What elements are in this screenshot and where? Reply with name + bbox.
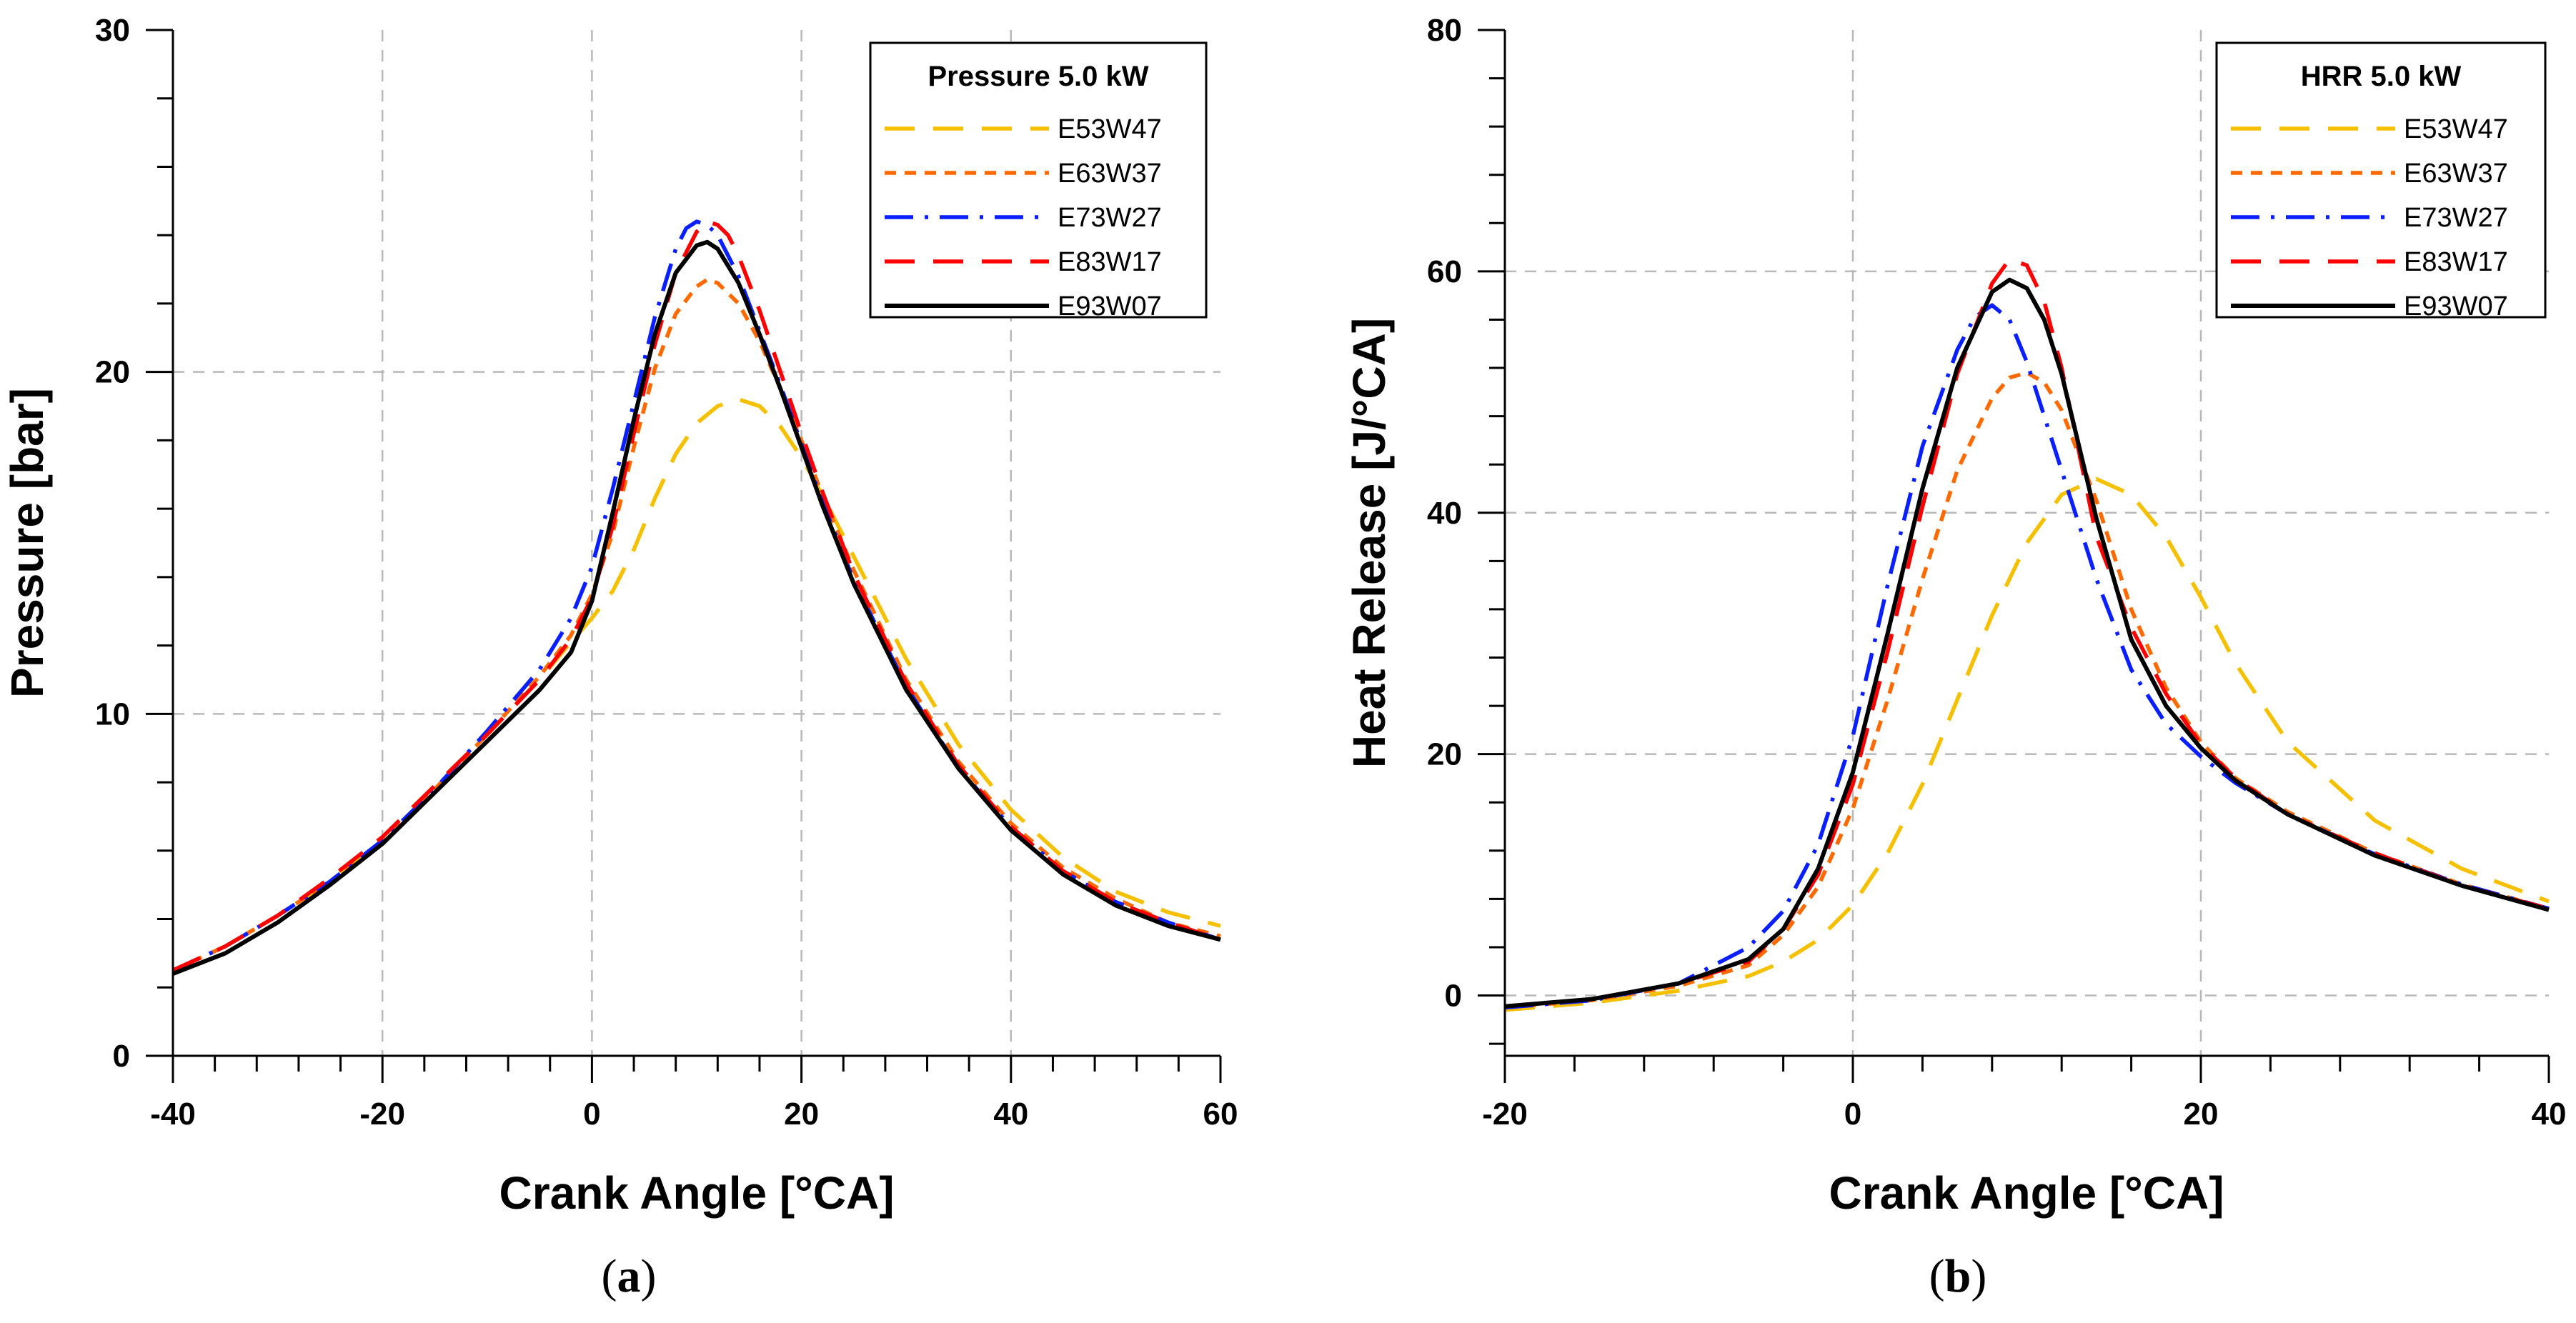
series-line-e93w07 (171, 239, 1221, 976)
panel-label-open-paren: ( (602, 1250, 617, 1302)
y-tick-label: 20 (95, 355, 130, 390)
panel-label-letter: b (1945, 1250, 1971, 1302)
legend: Pressure 5.0 kW E53W47 E63W37 E73W27 E83W17 E… (869, 41, 1208, 321)
series-line-e73w27 (1504, 303, 2550, 1010)
y-tick-label: 20 (1427, 737, 1462, 772)
legend: HRR 5.0 kW E53W47 E63W37 E73W27 E83W17 E93W07 (2215, 41, 2547, 321)
y-axis-label: Pressure [bar] (1, 388, 53, 698)
series-line-e83w17 (171, 219, 1221, 972)
legend-label: E73W27 (2404, 203, 2508, 233)
x-tick-label: -40 (150, 1097, 196, 1132)
panel-label-letter: a (617, 1250, 641, 1302)
chart-a-pressure: -40 -20 0 20 40 60 0 10 20 30 Crank Angle [°CA] Pre… (1, 13, 1238, 1302)
y-tick-label: 10 (95, 697, 130, 732)
legend-title: Pressure 5.0 kW (928, 61, 1148, 92)
x-axis-label: Crank Angle [°CA] (499, 1167, 894, 1219)
panel-label: (a) (602, 1250, 657, 1302)
x-tick-label: 0 (1844, 1097, 1861, 1132)
legend-label: E63W37 (1058, 159, 1162, 189)
series-line-e63w37 (171, 277, 1221, 972)
x-tick-label: -20 (359, 1097, 405, 1132)
legend-label: E93W07 (2404, 291, 2508, 321)
panel-label-open-paren: ( (1929, 1250, 1945, 1302)
x-tick-label: 60 (1203, 1097, 1238, 1132)
legend-label: E83W17 (2404, 247, 2508, 277)
chart-b-heat-release: -20 0 20 40 0 20 40 60 80 Crank Angle [°CA] Heat R… (1343, 13, 2566, 1302)
legend-box (2215, 41, 2547, 319)
legend-label: E93W07 (1058, 291, 1162, 321)
series-line-e83w17 (1504, 257, 2550, 1009)
legend-label: E53W47 (1058, 114, 1162, 144)
series-line-e93w07 (1504, 277, 2550, 1009)
x-tick-label: -20 (1482, 1097, 1528, 1132)
x-tick-label: 40 (993, 1097, 1028, 1132)
x-axis-label: Crank Angle [°CA] (1829, 1167, 2224, 1219)
series-line-e63w37 (1504, 371, 2550, 1010)
y-tick-label: 80 (1427, 13, 1462, 48)
panel-label-close-paren: ) (641, 1250, 657, 1302)
y-tick-label: 0 (113, 1039, 130, 1074)
legend-label: E83W17 (1058, 247, 1162, 277)
y-tick-label: 30 (95, 13, 130, 48)
legend-label: E63W37 (2404, 159, 2508, 189)
panel-label: (b) (1929, 1250, 1987, 1302)
series-line-e73w27 (171, 219, 1221, 972)
y-axis-label: Heat Release [J/°CA] (1343, 318, 1395, 768)
series-line-e53w47 (1504, 476, 2550, 1012)
y-tick-label: 0 (1445, 979, 1462, 1014)
legend-box (869, 41, 1208, 319)
legend-label: E53W47 (2404, 114, 2508, 144)
x-tick-label: 20 (2184, 1097, 2219, 1132)
y-tick-label: 40 (1427, 496, 1462, 531)
legend-title: HRR 5.0 kW (2301, 61, 2462, 92)
x-tick-label: 0 (583, 1097, 600, 1132)
x-tick-label: 40 (2532, 1097, 2567, 1132)
legend-label: E73W27 (1058, 203, 1162, 233)
y-tick-label: 60 (1427, 254, 1462, 289)
x-tick-label: 20 (784, 1097, 819, 1132)
panel-label-close-paren: ) (1971, 1250, 1986, 1302)
